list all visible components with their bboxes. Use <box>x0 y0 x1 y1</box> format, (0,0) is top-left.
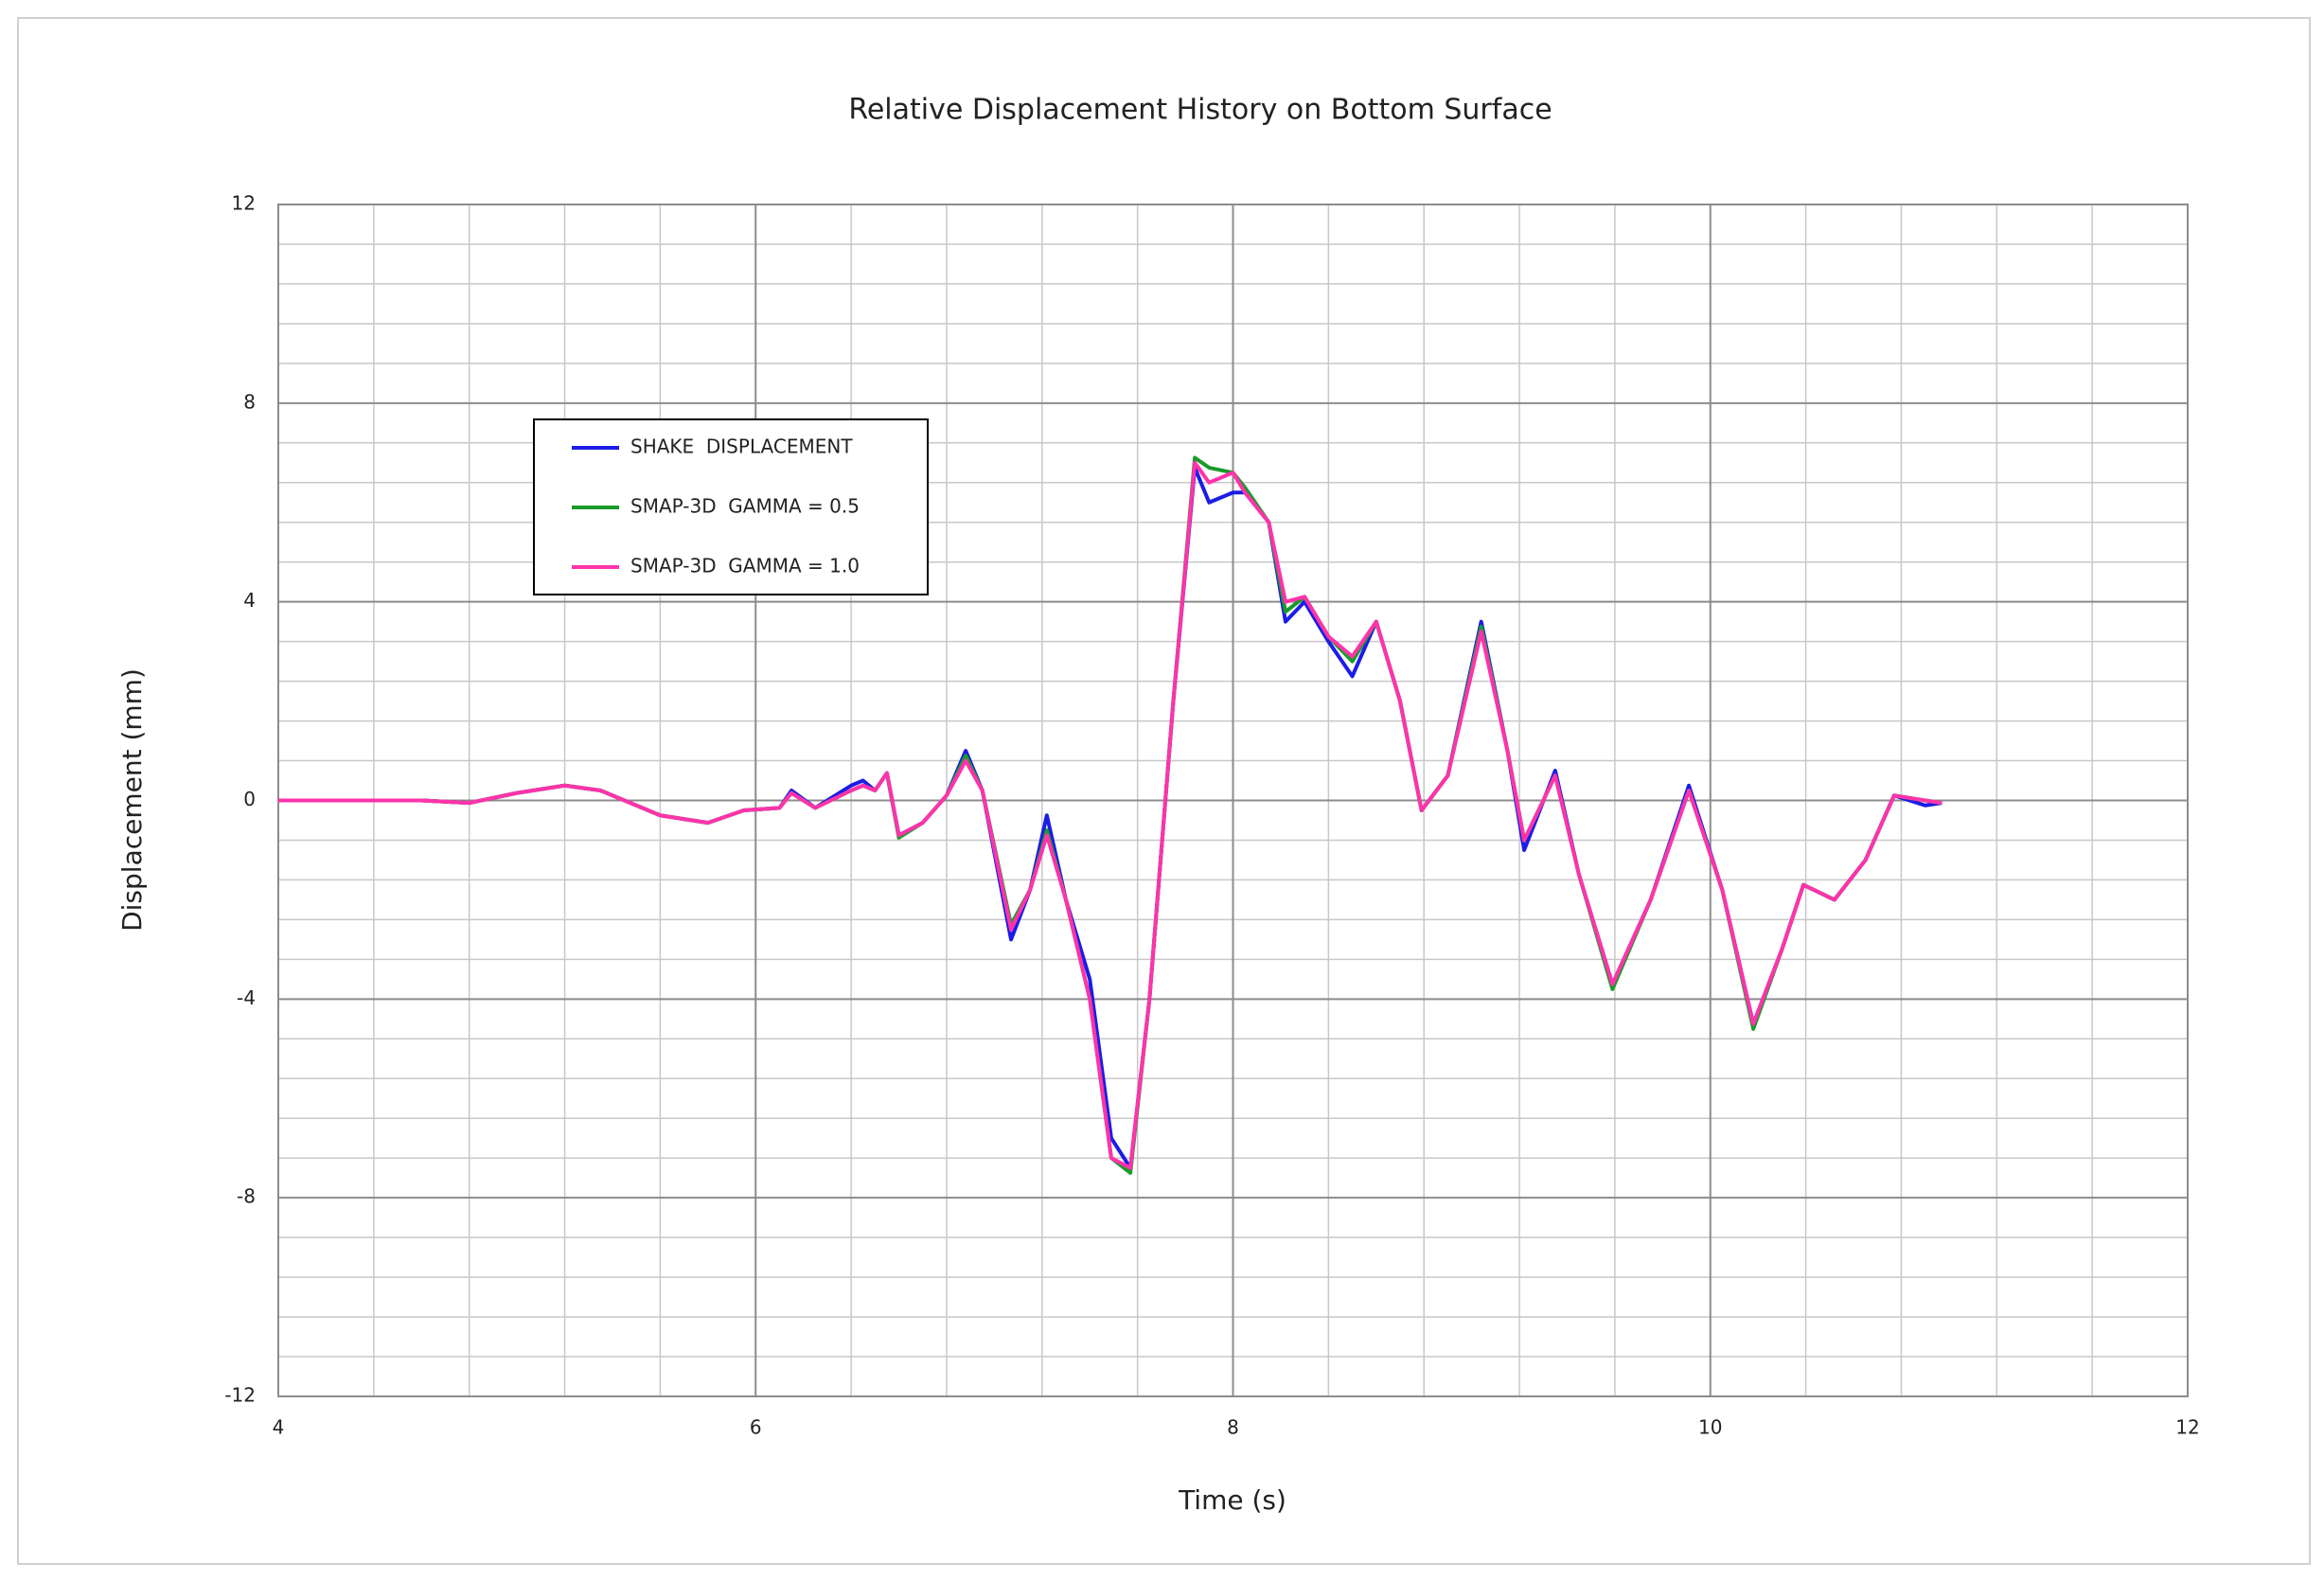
chart-border <box>17 17 2311 1565</box>
y-tick-label: 12 <box>232 192 256 215</box>
y-axis-label: Displacement (mm) <box>116 668 148 932</box>
legend-label: SMAP-3D GAMMA = 0.5 <box>630 495 860 518</box>
y-tick-label: 0 <box>243 788 256 810</box>
x-tick-label: 6 <box>750 1416 762 1439</box>
y-tick-label: -8 <box>237 1185 256 1208</box>
legend-label: SHAKE DISPLACEMENT <box>630 435 853 458</box>
x-axis-label: Time (s) <box>1178 1484 1286 1516</box>
x-tick-label: 8 <box>1227 1416 1239 1439</box>
x-tick-label: 10 <box>1698 1416 1722 1439</box>
y-tick-label: 8 <box>243 390 256 413</box>
x-tick-label: 12 <box>2175 1416 2199 1439</box>
chart-title: Relative Displacement History on Bottom … <box>848 94 1552 127</box>
data-line <box>278 460 1943 1170</box>
y-tick-label: -12 <box>224 1384 256 1407</box>
x-tick-label: 4 <box>273 1416 285 1439</box>
legend-label: SMAP-3D GAMMA = 1.0 <box>630 555 860 577</box>
y-tick-label: -4 <box>237 986 256 1009</box>
y-tick-label: 4 <box>243 589 256 612</box>
